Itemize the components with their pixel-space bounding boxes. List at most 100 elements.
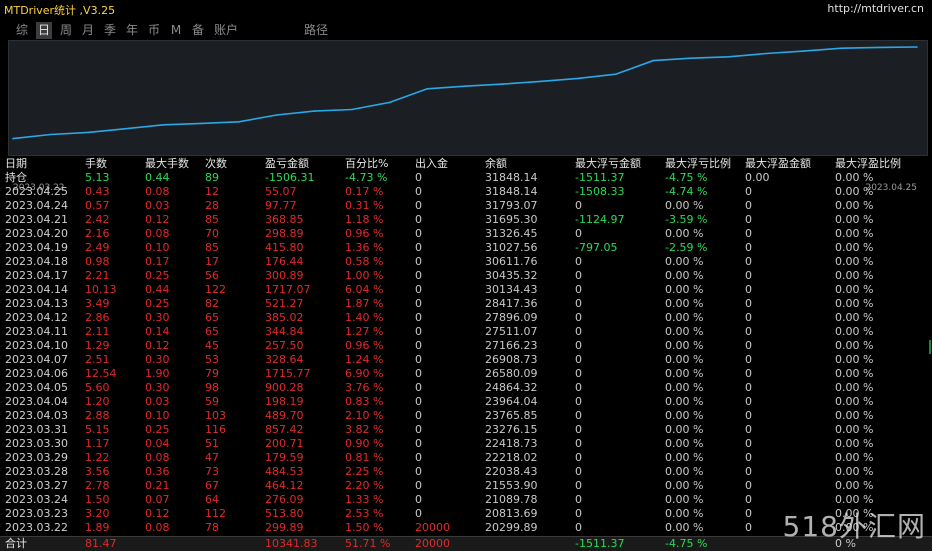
- cell-max-float-profit-pct: 0.00 %: [835, 479, 874, 492]
- cell-max-float-profit: 0: [745, 451, 752, 464]
- cell-max-float-loss-pct: 0.00 %: [665, 227, 704, 240]
- cell-max-lots: 0.08: [145, 185, 170, 198]
- cell-balance: 30435.32: [485, 269, 538, 282]
- cell-lots: 1.22: [85, 451, 110, 464]
- cell-deposit: 0: [415, 367, 422, 380]
- cell-max-float-profit: 0: [745, 241, 752, 254]
- cell-max-float-profit-pct: 0.00 %: [835, 283, 874, 296]
- cell-max-float-profit: 0: [745, 493, 752, 506]
- equity-point-2023.03.27: [125, 127, 127, 130]
- cell-max-lots: 0.10: [145, 241, 170, 254]
- tab-7[interactable]: M: [170, 23, 182, 37]
- cell-pnl: 1717.07: [265, 283, 311, 296]
- cell-max-float-loss: 0: [575, 325, 582, 338]
- cell-max-float-loss-pct: 0.00 %: [665, 311, 704, 324]
- cell-max-lots: 0.07: [145, 493, 170, 506]
- cell-balance: 31695.30: [485, 213, 538, 226]
- cell-deposit: 0: [415, 269, 422, 282]
- table-row: 2023.04.07 2.51 0.30 53 328.64 1.24 % 0 26908.7…: [0, 353, 932, 367]
- table-row: 2023.04.21 2.42 0.12 85 368.85 1.18 % 0 31695.3…: [0, 213, 932, 227]
- cell-count: 53: [205, 353, 219, 366]
- cell-max-lots: 0.08: [145, 227, 170, 240]
- cell-max-lots: 0.25: [145, 423, 170, 436]
- equity-point-2023.04.07: [464, 85, 466, 87]
- cell-percent: 1.36 %: [345, 241, 384, 254]
- site-url-link[interactable]: http://mtdriver.cn: [827, 2, 924, 15]
- cell-date: 2023.04.17: [5, 269, 68, 282]
- tab-4[interactable]: 季: [103, 23, 116, 37]
- cell-balance: 20813.69: [485, 507, 538, 520]
- cell-max-float-profit-pct: 0.00 %: [835, 437, 874, 450]
- cell-max-lots: 0.03: [145, 395, 170, 408]
- cell-balance: 21089.78: [485, 493, 538, 506]
- table-row: 2023.03.29 1.22 0.08 47 179.59 0.81 % 0 22218.0…: [0, 451, 932, 465]
- cell-pnl: 464.12: [265, 479, 304, 492]
- cell-date: 2023.04.12: [5, 311, 68, 324]
- cell-max-float-profit-pct: 0.00 %: [835, 409, 874, 422]
- cell-pnl: 900.28: [265, 381, 304, 394]
- tab-8[interactable]: 备: [191, 23, 204, 37]
- cell-max-float-profit-pct: 0.00 %: [835, 451, 874, 464]
- cell-max-float-loss-pct: 0.00 %: [665, 437, 704, 450]
- cell-max-lots: 0.30: [145, 311, 170, 324]
- cell-deposit: 0: [415, 395, 422, 408]
- cell-date: 2023.03.22: [5, 521, 68, 534]
- cell-lots: 2.86: [85, 311, 110, 324]
- equity-point-2023.04.10: [501, 83, 504, 85]
- tab-1[interactable]: 日: [36, 22, 52, 39]
- cell-date: 2023.03.30: [5, 437, 68, 450]
- cell-max-lots: 0.08: [145, 451, 170, 464]
- cell-max-float-profit: 0: [745, 227, 752, 240]
- equity-point-2023.03.31: [275, 114, 278, 116]
- cell-balance: 22038.43: [485, 465, 538, 478]
- total-row: 合计 81.47 10341.83 51.71 % 20000 -1511.37 -4.75…: [0, 536, 932, 551]
- cell-lots: 1.17: [85, 437, 110, 450]
- cell-balance: 24864.32: [485, 381, 538, 394]
- cell-max-lots: 0.17: [145, 255, 170, 268]
- tab-9[interactable]: 账户: [213, 23, 238, 37]
- equity-point-2023.04.21: [840, 47, 843, 49]
- cell-lots: 2.16: [85, 227, 110, 240]
- cell-count: 45: [205, 339, 219, 352]
- cell-max-float-loss-pct: 0.00 %: [665, 521, 704, 534]
- cell-lots: 5.60: [85, 381, 110, 394]
- cell-max-float-profit: 0: [745, 325, 752, 338]
- cell-pnl: 415.80: [265, 241, 304, 254]
- tab-3[interactable]: 月: [81, 23, 94, 37]
- cell-max-float-loss-pct: 0.00 %: [665, 199, 704, 212]
- equity-point-2023.03.22: [12, 137, 14, 140]
- equity-point-2023.04.24: [878, 46, 881, 49]
- cell-lots: 5.15: [85, 423, 110, 436]
- cell-max-lots: 0.10: [145, 409, 170, 422]
- tab-10[interactable]: 路径: [303, 23, 328, 37]
- equity-point-2023.04.03: [313, 110, 316, 112]
- tab-5[interactable]: 年: [125, 23, 138, 37]
- cell-balance: 26580.09: [485, 367, 538, 380]
- cell-deposit: 0: [415, 493, 422, 506]
- cell-deposit: 0: [415, 353, 422, 366]
- cell-max-float-profit-pct: 0.00 %: [835, 493, 874, 506]
- table-row: 2023.03.22 1.89 0.08 78 299.89 1.50 % 20000 202…: [0, 521, 932, 535]
- tab-6[interactable]: 币: [147, 23, 160, 37]
- scrollbar-marker[interactable]: [929, 340, 931, 354]
- cell-percent: 6.90 %: [345, 367, 384, 380]
- cell-max-float-profit-pct: 0.00 %: [835, 507, 874, 520]
- cell-balance: 30611.76: [485, 255, 538, 268]
- cell-max-lots: 1.90: [145, 367, 170, 380]
- cell-lots: 0.43: [85, 185, 110, 198]
- cell-lots: 1.89: [85, 521, 110, 534]
- tab-2[interactable]: 周: [59, 23, 72, 37]
- holding-row: 持仓 5.13 0.44 89 -1506.31 -4.73 % 0 31848.14 -151…: [0, 171, 932, 185]
- table-row: 2023.04.20 2.16 0.08 70 298.89 0.96 % 0 31326.4…: [0, 227, 932, 241]
- cell-max-float-profit: 0: [745, 479, 752, 492]
- cell-percent: 1.87 %: [345, 297, 384, 310]
- cell-deposit: 0: [415, 241, 422, 254]
- cell-count: 85: [205, 241, 219, 254]
- cell-deposit: 0: [415, 255, 422, 268]
- cell-max-float-loss-pct: -4.75 %: [665, 171, 708, 184]
- tab-0[interactable]: 综: [15, 23, 28, 37]
- period-tab-bar: 综日周月季年币 M 备账户 路径: [0, 22, 932, 40]
- cell-max-float-loss-pct: 0.00 %: [665, 507, 704, 520]
- cell-lots: 1.20: [85, 395, 110, 408]
- cell-count: 78: [205, 521, 219, 534]
